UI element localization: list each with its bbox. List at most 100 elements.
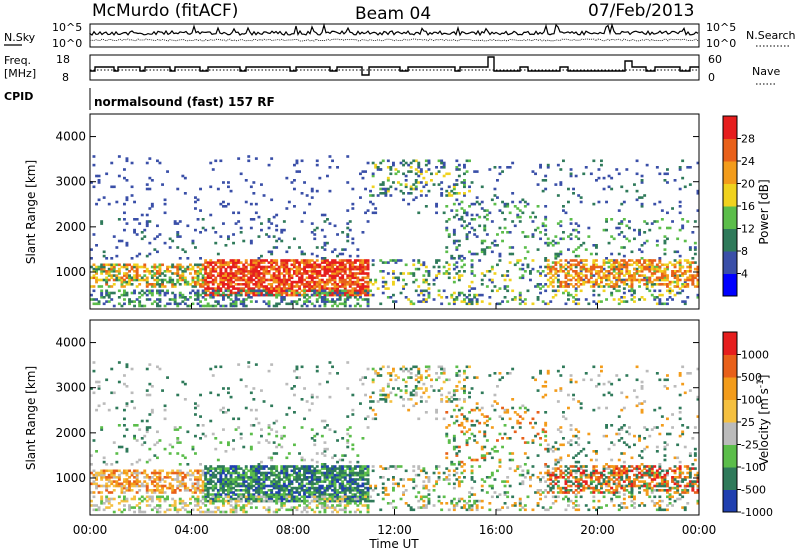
- velocity-cell: [211, 484, 215, 488]
- power-cell: [320, 289, 324, 293]
- velocity-cell: [254, 465, 258, 468]
- power-cell: [562, 291, 565, 295]
- power-cell: [544, 218, 548, 221]
- velocity-cell: [196, 482, 200, 486]
- power-cell: [473, 287, 477, 290]
- velocity-cell: [285, 484, 289, 488]
- power-cell: [247, 289, 251, 293]
- power-cell: [468, 250, 471, 254]
- power-cell: [577, 231, 581, 234]
- power-cell: [285, 176, 289, 180]
- power-cell: [254, 283, 258, 286]
- power-cell: [554, 261, 558, 264]
- velocity-cell: [359, 491, 362, 494]
- velocity-cell: [257, 469, 261, 473]
- power-cell: [249, 272, 253, 275]
- velocity-cell: [338, 484, 342, 488]
- power-cell: [655, 302, 659, 306]
- power-cell: [564, 280, 568, 284]
- power-cell: [201, 304, 205, 308]
- power-cell: [252, 192, 256, 195]
- velocity-cell: [249, 502, 253, 505]
- colorbar-tick: 20: [741, 178, 755, 191]
- power-cell: [254, 276, 258, 280]
- power-cell: [696, 274, 700, 277]
- power-cell: [145, 220, 149, 223]
- power-cell: [452, 280, 456, 284]
- power-cell: [313, 233, 317, 236]
- power-cell: [310, 274, 314, 277]
- power-cell: [331, 259, 334, 262]
- velocity-cell: [239, 495, 243, 499]
- velocity-cell: [356, 484, 360, 488]
- velocity-cell: [267, 456, 271, 460]
- velocity-cell: [199, 437, 202, 440]
- power-cell: [516, 215, 520, 219]
- velocity-cell: [196, 502, 200, 505]
- power-cell: [219, 280, 223, 284]
- power-cell: [244, 280, 248, 284]
- power-cell: [293, 263, 296, 267]
- power-cell: [282, 274, 286, 277]
- power-cell: [310, 259, 314, 262]
- power-cell: [257, 274, 261, 277]
- velocity-cell: [234, 480, 238, 483]
- velocity-cell: [206, 508, 210, 512]
- power-cell: [140, 276, 144, 280]
- power-cell: [287, 246, 291, 249]
- power-cell: [663, 283, 667, 286]
- power-cell: [257, 280, 261, 284]
- power-cell: [452, 241, 456, 245]
- power-cell: [178, 296, 182, 299]
- power-cell: [620, 265, 624, 269]
- power-cell: [125, 283, 129, 286]
- velocity-cell: [229, 465, 233, 468]
- power-cell: [683, 239, 687, 243]
- velocity-cell: [110, 367, 114, 371]
- velocity-cell: [168, 471, 172, 475]
- velocity-cell: [336, 467, 339, 470]
- power-cell: [574, 293, 578, 297]
- power-cell: [432, 278, 436, 282]
- velocity-cell: [305, 495, 309, 499]
- velocity-cell: [361, 495, 365, 499]
- velocity-cell: [143, 441, 147, 444]
- velocity-cell: [287, 480, 291, 483]
- power-cell: [178, 291, 182, 295]
- power-cell: [123, 176, 126, 180]
- velocity-cell: [293, 499, 296, 503]
- velocity-cell: [270, 499, 274, 503]
- velocity-cell: [338, 504, 342, 507]
- velocity-cell: [204, 493, 208, 496]
- velocity-cell: [265, 484, 268, 488]
- power-cell: [605, 257, 608, 260]
- velocity-cell: [275, 473, 279, 477]
- velocity-cell: [270, 469, 274, 473]
- power-cell: [150, 302, 154, 306]
- power-cell: [254, 293, 258, 297]
- velocity-cell: [214, 495, 218, 499]
- power-cell: [336, 233, 339, 236]
- velocity-cell: [107, 480, 111, 483]
- power-cell: [313, 265, 317, 269]
- velocity-cell: [267, 495, 271, 499]
- power-cell: [148, 220, 152, 223]
- velocity-cell: [336, 471, 339, 475]
- velocity-cell: [242, 478, 246, 481]
- velocity-cell: [237, 482, 241, 486]
- velocity-cell: [224, 480, 228, 483]
- colorbar-swatch: [723, 228, 737, 252]
- velocity-cell: [229, 484, 233, 488]
- velocity-cell: [209, 497, 213, 501]
- power-cell: [260, 259, 263, 262]
- velocity-cell: [313, 499, 317, 503]
- power-cell: [501, 300, 504, 303]
- power-cell: [298, 270, 301, 273]
- power-cell: [696, 272, 700, 275]
- power-cell: [607, 283, 611, 286]
- power-cell: [158, 283, 162, 286]
- power-cell: [518, 220, 522, 223]
- velocity-cell: [315, 469, 319, 473]
- velocity-cell: [232, 506, 235, 509]
- power-cell: [361, 170, 365, 173]
